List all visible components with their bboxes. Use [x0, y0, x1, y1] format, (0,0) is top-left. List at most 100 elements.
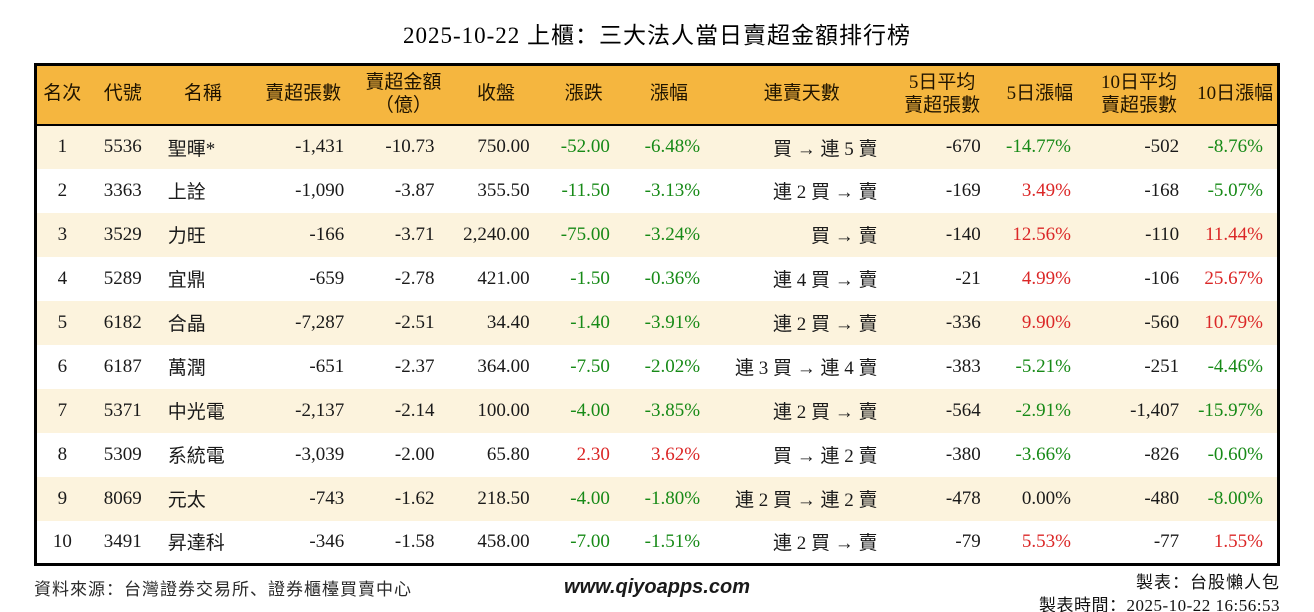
cell-streak: 連 3 買 → 連 4 賣 — [734, 358, 878, 379]
cell-avg5-volume: -21 — [955, 267, 981, 289]
cell-code: 5371 — [103, 399, 142, 421]
cell-pct5: 0.00% — [1021, 487, 1071, 509]
cell-change: 2.30 — [576, 443, 610, 465]
table-header-row: 名次 代號 名稱 賣超張數 賣超金額 （億） 收盤 漲跌 漲幅 連賣天數 5日平均… — [35, 64, 1279, 126]
cell-change: -7.50 — [570, 355, 610, 377]
cell-streak: 買 → 賣 — [810, 226, 878, 247]
cell-sell-volume: -659 — [309, 267, 345, 289]
cell-streak: 連 2 買 → 賣 — [772, 533, 878, 555]
cell-name: 萬潤 — [167, 358, 206, 379]
cell-sell-amount: -2.78 — [394, 267, 435, 289]
cell-code: 3529 — [103, 223, 142, 245]
col-header-streak: 連賣天數 — [714, 64, 890, 126]
cell-pct10: -8.00% — [1207, 487, 1263, 509]
cell-close: 750.00 — [477, 136, 530, 157]
cell-streak: 連 2 買 → 連 2 賣 — [734, 490, 878, 511]
cell-pct5: -5.21% — [1015, 355, 1071, 377]
cell-change-pct: -1.80% — [644, 487, 701, 509]
cell-rank: 4 — [57, 267, 68, 289]
table-row: 2 3363 上詮 -1,090 -3.87 355.50 -11.50 -3.… — [35, 168, 1279, 213]
cell-change: -7.00 — [570, 530, 610, 552]
cell-rank: 2 — [57, 179, 68, 201]
cell-rank: 6 — [57, 355, 68, 377]
cell-code: 6182 — [103, 311, 142, 333]
cell-sell-volume: -1,090 — [295, 179, 345, 201]
cell-close: 34.40 — [486, 311, 530, 333]
cell-avg10-volume: -106 — [1144, 267, 1180, 289]
cell-pct5: 9.90% — [1021, 311, 1071, 333]
cell-pct5: -2.91% — [1015, 399, 1071, 421]
cell-avg5-volume: -380 — [945, 443, 981, 465]
table-row: 3 3529 力旺 -166 -3.71 2,240.00 -75.00 -3.… — [35, 212, 1279, 257]
cell-close: 100.00 — [477, 399, 530, 421]
col-header-sell-amount: 賣超金額 （億） — [358, 64, 449, 126]
cell-code: 5536 — [103, 136, 142, 157]
cell-code: 5309 — [103, 443, 142, 465]
cell-name: 合晶 — [167, 314, 206, 335]
cell-sell-volume: -7,287 — [295, 311, 345, 333]
cell-rank: 7 — [57, 399, 68, 421]
cell-sell-amount: -3.71 — [394, 223, 435, 245]
cell-change: -1.40 — [570, 311, 610, 333]
cell-sell-volume: -1,431 — [295, 136, 345, 157]
table-row: 7 5371 中光電 -2,137 -2.14 100.00 -4.00 -3.… — [35, 388, 1279, 433]
cell-name: 力旺 — [167, 226, 206, 247]
cell-avg10-volume: -826 — [1144, 443, 1180, 465]
cell-avg5-volume: -140 — [945, 223, 981, 245]
cell-streak: 連 2 買 → 賣 — [772, 314, 878, 335]
cell-pct5: 12.56% — [1012, 223, 1071, 245]
ranking-table: 名次 代號 名稱 賣超張數 賣超金額 （億） 收盤 漲跌 漲幅 連賣天數 5日平均… — [34, 63, 1280, 566]
col-header-code: 代號 — [87, 64, 158, 126]
cell-name: 系統電 — [167, 446, 225, 467]
cell-avg10-volume: -77 — [1153, 530, 1180, 552]
cell-pct5: 5.53% — [1021, 530, 1071, 552]
cell-close: 421.00 — [477, 267, 530, 289]
cell-name: 聖暉* — [167, 138, 216, 160]
cell-name: 上詮 — [167, 182, 206, 203]
maker-text: 製表：台股懶人包 — [1136, 573, 1280, 592]
table-row: 8 5309 系統電 -3,039 -2.00 65.80 2.30 3.62%… — [35, 432, 1279, 477]
made-time-text: 製表時間：2025-10-22 16:56:53 — [1038, 595, 1280, 612]
table-row: 9 8069 元太 -743 -1.62 218.50 -4.00 -1.80%… — [35, 476, 1279, 521]
cell-sell-amount: -10.73 — [385, 136, 435, 157]
col-header-avg5-volume: 5日平均 賣超張數 — [889, 64, 995, 126]
cell-sell-amount: -3.87 — [394, 179, 435, 201]
cell-avg10-volume: -251 — [1144, 355, 1180, 377]
cell-rank: 8 — [57, 443, 68, 465]
cell-avg5-volume: -383 — [945, 355, 981, 377]
cell-rank: 9 — [57, 487, 68, 509]
cell-change: -4.00 — [570, 399, 610, 421]
cell-pct5: 4.99% — [1021, 267, 1071, 289]
cell-change-pct: -2.02% — [644, 355, 701, 377]
cell-change-pct: -3.85% — [644, 399, 701, 421]
cell-close: 364.00 — [477, 355, 530, 377]
cell-code: 3363 — [103, 179, 142, 201]
cell-code: 5289 — [103, 267, 142, 289]
cell-change-pct: -6.48% — [644, 136, 701, 157]
cell-name: 中光電 — [167, 402, 225, 423]
cell-pct10: 11.44% — [1205, 223, 1263, 245]
cell-avg5-volume: -478 — [945, 487, 981, 509]
cell-pct10: -0.60% — [1207, 443, 1263, 465]
cell-change-pct: -1.51% — [644, 530, 701, 552]
data-source-text: 資料來源：台灣證券交易所、證券櫃檯買賣中心 — [34, 580, 412, 599]
cell-change-pct: -3.24% — [644, 223, 701, 245]
website-url: www.qiyoapps.com — [564, 576, 750, 598]
cell-sell-amount: -1.62 — [394, 487, 435, 509]
cell-streak: 買 → 連 5 賣 — [772, 138, 878, 160]
cell-pct5: -14.77% — [1006, 136, 1071, 157]
cell-change: -52.00 — [560, 136, 610, 157]
cell-change: -1.50 — [570, 267, 610, 289]
cell-streak: 連 4 買 → 賣 — [772, 270, 878, 291]
cell-sell-amount: -2.00 — [394, 443, 435, 465]
cell-pct10: -5.07% — [1207, 179, 1263, 201]
cell-rank: 10 — [52, 530, 72, 552]
cell-pct10: 1.55% — [1213, 530, 1263, 552]
footer-credits: 製表：台股懶人包 製表時間：2025-10-22 16:56:53 — [750, 572, 1280, 612]
cell-change-pct: -0.36% — [644, 267, 701, 289]
col-header-avg10-volume: 10日平均 賣超張數 — [1084, 64, 1194, 126]
cell-sell-volume: -651 — [309, 355, 345, 377]
cell-change: -75.00 — [560, 223, 610, 245]
table-row: 1 5536 聖暉* -1,431 -10.73 750.00 -52.00 -… — [35, 124, 1279, 169]
